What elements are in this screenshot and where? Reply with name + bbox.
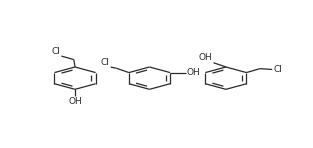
Text: Cl: Cl [273,65,282,74]
Text: Cl: Cl [101,58,110,67]
Text: Cl: Cl [52,47,60,56]
Text: OH: OH [68,97,82,106]
Text: OH: OH [199,53,213,62]
Text: OH: OH [187,68,201,77]
